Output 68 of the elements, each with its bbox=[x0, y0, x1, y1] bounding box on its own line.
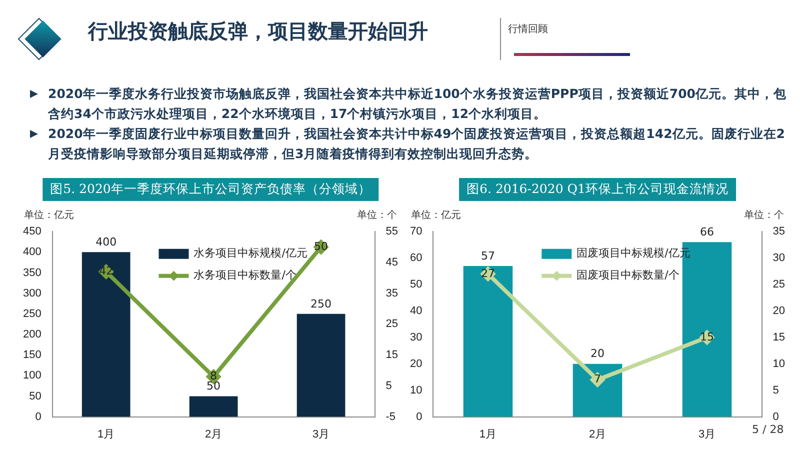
y2-tick-label: -5 bbox=[386, 410, 396, 423]
y2-tick-label: 0 bbox=[772, 410, 779, 423]
y-tick-label: 30 bbox=[410, 331, 422, 344]
data-label: 15 bbox=[700, 330, 714, 344]
y2-tick-label: 55 bbox=[386, 226, 398, 238]
y2-tick-label: 25 bbox=[386, 318, 398, 330]
y-tick-label: 200 bbox=[22, 328, 42, 341]
bar bbox=[82, 252, 130, 417]
y-tick-label: 100 bbox=[22, 370, 42, 382]
y2-tick-label: 20 bbox=[772, 305, 786, 318]
data-label: 42 bbox=[99, 264, 114, 278]
x-tick-label: 3月 bbox=[312, 428, 330, 440]
y2-tick-label: 15 bbox=[386, 349, 398, 362]
y2-axis-title: 单位：个 bbox=[357, 208, 397, 222]
y-tick-label: 250 bbox=[22, 308, 42, 320]
y-tick-label: 40 bbox=[410, 305, 422, 318]
y-tick-label: 300 bbox=[22, 287, 42, 300]
data-label: 7 bbox=[594, 372, 601, 386]
x-tick-label: 1月 bbox=[479, 428, 497, 440]
y2-tick-label: 5 bbox=[386, 380, 392, 392]
y2-tick-label: 35 bbox=[772, 226, 786, 238]
chart-title: 图5. 2020年一季度环保上市公司资产负债率（分领域） bbox=[42, 178, 379, 201]
data-label: 20 bbox=[590, 347, 604, 360]
bar bbox=[189, 396, 238, 417]
y2-tick-label: 35 bbox=[386, 287, 398, 300]
text: 2020年一季度固废行业中标项目数量回升，我国社会资本共计中标49个固废投资运营项目，投资总额超142亿元。固废行业在2月受疫情影响导致部分项目延期或停滞，但3月随着疫情得到有效控制出现回升态势。 bbox=[47, 125, 786, 163]
data-label: 66 bbox=[700, 226, 714, 239]
x-tick-label: 2月 bbox=[204, 428, 222, 440]
y-tick-label: 60 bbox=[410, 252, 422, 264]
text: 行情回顾 bbox=[508, 22, 548, 36]
y-tick-label: 20 bbox=[410, 358, 422, 370]
y2-axis-title: 单位：个 bbox=[744, 208, 784, 222]
y2-tick-label: 45 bbox=[386, 256, 398, 268]
y-tick-label: 450 bbox=[22, 226, 42, 238]
y-tick-label: 0 bbox=[35, 410, 42, 423]
bar bbox=[296, 314, 346, 417]
data-label: 250 bbox=[310, 297, 332, 310]
chart-title: 图6. 2016-2020 Q1环保上市公司现金流情况 bbox=[458, 178, 736, 201]
y2-tick-label: 25 bbox=[772, 278, 786, 291]
y-tick-label: 150 bbox=[22, 349, 42, 362]
y2-tick-label: 10 bbox=[772, 358, 786, 370]
legend-label: 水务项目中标规模/亿元 bbox=[194, 246, 308, 260]
y-tick-label: 350 bbox=[22, 266, 42, 279]
text: 行业投资触底反弹，项目数量开始回升 bbox=[88, 18, 428, 45]
legend-label: 固废项目中标数量/个 bbox=[576, 268, 680, 282]
y-tick-label: 70 bbox=[410, 226, 422, 238]
y2-tick-label: 5 bbox=[772, 384, 779, 396]
y-tick-label: 0 bbox=[416, 410, 422, 423]
data-label: 57 bbox=[480, 249, 495, 262]
y-tick-label: 50 bbox=[29, 390, 42, 402]
y-axis-title: 单位：亿元 bbox=[411, 208, 461, 222]
y-tick-label: 10 bbox=[410, 384, 422, 396]
legend-label: 水务项目中标数量/个 bbox=[194, 268, 296, 282]
y-tick-label: 50 bbox=[410, 278, 422, 291]
y-axis-title: 单位：亿元 bbox=[24, 208, 74, 222]
data-label: 8 bbox=[210, 370, 218, 383]
y-tick-label: 400 bbox=[22, 246, 42, 258]
x-tick-label: 1月 bbox=[98, 428, 115, 440]
y2-tick-label: 30 bbox=[772, 252, 786, 264]
x-tick-label: 2月 bbox=[588, 428, 606, 440]
x-tick-label: 3月 bbox=[698, 428, 716, 440]
text: 2020年一季度水务行业投资市场触底反弹，我国社会资本共中标近100个水务投资运营PPP项目，投资额近700亿元。其中，包含约34个市政污水处理项目，22个水环境项目，17个村镇污水项目，12个水利项目。 bbox=[46, 85, 788, 123]
data-label: 50 bbox=[314, 240, 328, 253]
data-label: 27 bbox=[480, 266, 495, 280]
text: 5 / 28 bbox=[752, 423, 784, 436]
data-label: 400 bbox=[96, 236, 117, 249]
y2-tick-label: 15 bbox=[772, 331, 786, 344]
bar bbox=[463, 266, 513, 417]
